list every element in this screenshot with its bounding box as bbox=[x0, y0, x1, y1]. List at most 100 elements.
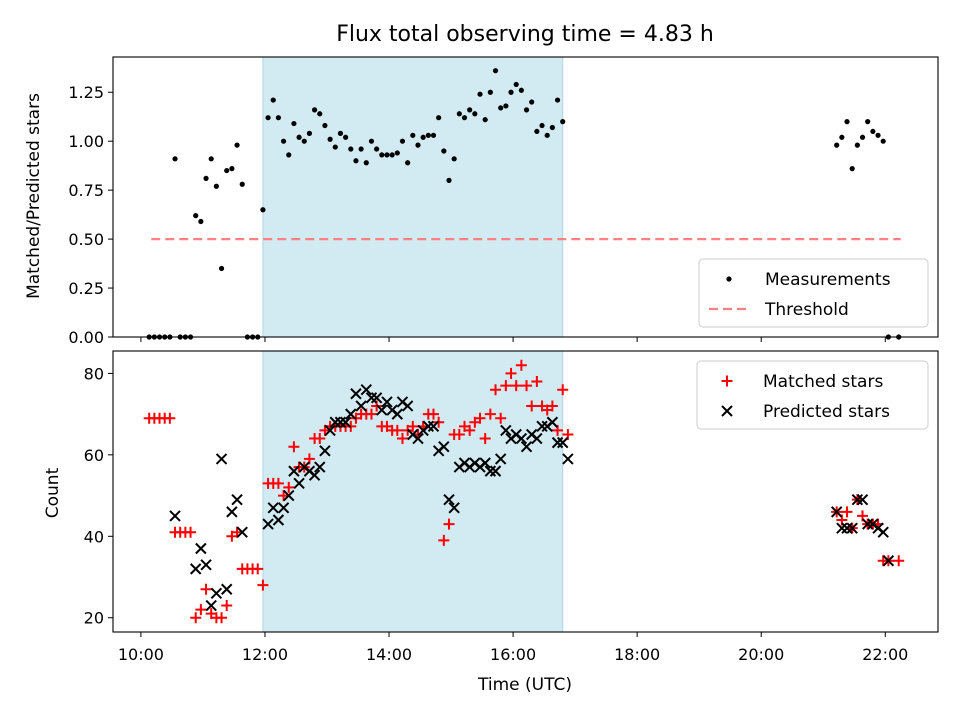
predicted-star-point bbox=[536, 420, 548, 433]
predicted-star-point bbox=[515, 432, 528, 445]
legend-label: Threshold bbox=[764, 300, 849, 320]
predicted-star-point bbox=[401, 400, 414, 412]
measurement-point bbox=[859, 134, 866, 140]
measurement-point bbox=[239, 181, 245, 187]
measurement-point bbox=[523, 107, 530, 113]
predicted-star-point bbox=[841, 522, 853, 534]
measurement-point bbox=[234, 142, 240, 148]
measurement-point bbox=[844, 119, 850, 125]
predicted-star-point bbox=[443, 493, 455, 506]
predicted-star-point bbox=[381, 396, 393, 408]
legend-dot-icon bbox=[726, 276, 732, 282]
measurement-point bbox=[456, 111, 462, 117]
measurement-point bbox=[260, 207, 266, 213]
measurement-point bbox=[554, 97, 561, 103]
matched-star-point bbox=[893, 555, 905, 567]
predicted-star-point bbox=[329, 416, 341, 428]
matched-star-point bbox=[407, 420, 419, 432]
predicted-star-point bbox=[412, 432, 424, 445]
legend-label: Matched stars bbox=[763, 372, 883, 392]
predicted-star-point bbox=[324, 424, 336, 437]
matched-star-point bbox=[216, 612, 228, 624]
legend-label: Measurements bbox=[765, 270, 891, 290]
measurement-point bbox=[415, 142, 421, 148]
bottom-legend: Matched stars Predicted stars bbox=[696, 360, 929, 430]
top-plot-area: 0.00 0.25 0.50 0.75 1.00 1.25 Measurements Thre… bbox=[68, 56, 939, 347]
y-tick-label: 20 bbox=[84, 609, 104, 628]
matched-star-point bbox=[474, 412, 486, 424]
measurement-point bbox=[291, 120, 297, 127]
predicted-star-point bbox=[861, 518, 874, 530]
predicted-star-point bbox=[345, 408, 357, 420]
predicted-star-point bbox=[376, 404, 388, 416]
matched-star-point bbox=[841, 506, 853, 518]
measurement-point bbox=[441, 148, 447, 154]
predicted-star-point bbox=[448, 502, 460, 514]
predicted-star-point bbox=[215, 453, 228, 465]
measurement-point bbox=[275, 115, 282, 121]
measurement-point bbox=[343, 134, 349, 140]
measurement-point bbox=[498, 105, 504, 111]
measurement-point bbox=[854, 142, 860, 148]
measurement-point bbox=[368, 138, 375, 144]
matched-star-point bbox=[190, 612, 202, 624]
matched-star-point bbox=[546, 400, 558, 412]
bottom-shaded-region bbox=[262, 350, 564, 633]
predicted-star-point bbox=[221, 583, 233, 595]
measurement-point bbox=[534, 128, 540, 135]
measurement-point bbox=[280, 138, 287, 144]
matched-star-point bbox=[278, 490, 290, 502]
matched-star-point bbox=[396, 433, 408, 445]
measurement-point bbox=[508, 89, 514, 95]
measurement-point bbox=[317, 111, 323, 117]
predicted-star-point bbox=[557, 436, 569, 449]
predicted-star-point bbox=[500, 424, 512, 437]
predicted-star-point bbox=[836, 522, 848, 534]
measurement-point bbox=[384, 152, 390, 158]
measurement-point bbox=[492, 68, 499, 74]
matched-star-point bbox=[231, 526, 243, 538]
predicted-star-point bbox=[494, 453, 507, 465]
matched-star-point bbox=[526, 400, 538, 412]
predicted-star-point bbox=[370, 392, 383, 404]
measurement-point bbox=[399, 138, 406, 144]
bottom-axes-frame bbox=[112, 350, 939, 633]
matched-star-point bbox=[427, 408, 439, 420]
measurement-point bbox=[208, 156, 214, 162]
matched-star-point bbox=[252, 563, 264, 575]
predicted-star-point bbox=[293, 477, 305, 490]
y-tick-label: 80 bbox=[84, 364, 104, 383]
predicted-star-point bbox=[830, 506, 843, 518]
measurement-point bbox=[394, 150, 400, 156]
predicted-star-point bbox=[531, 432, 543, 445]
predicted-star-point bbox=[267, 502, 279, 514]
predicted-star-point bbox=[314, 461, 326, 473]
measurement-point bbox=[451, 156, 457, 162]
matched-star-point bbox=[164, 412, 176, 424]
measurement-point bbox=[467, 107, 473, 113]
predicted-star-point bbox=[226, 506, 238, 518]
measurement-point bbox=[549, 124, 555, 131]
measurement-point bbox=[487, 89, 493, 95]
top-chart-title: Flux total observing time = 4.83 h bbox=[336, 22, 714, 47]
bottom-plot-area: 20 40 60 80 10:00 12:00 14:00 16:00 18:00 20:00 22… bbox=[84, 350, 939, 664]
predicted-star-point bbox=[205, 599, 217, 612]
predicted-star-point bbox=[562, 453, 574, 465]
measurement-point bbox=[513, 81, 519, 88]
matched-star-point bbox=[288, 441, 300, 453]
matched-star-point bbox=[365, 408, 377, 420]
x-tick-label: 10:00 bbox=[118, 645, 164, 664]
matched-star-point bbox=[531, 376, 543, 388]
matched-star-point bbox=[500, 380, 512, 392]
predicted-star-point bbox=[489, 465, 502, 477]
predicted-star-point bbox=[520, 440, 533, 453]
predicted-star-point bbox=[334, 416, 347, 428]
top-y-axis-label: Matched/Predicted stars bbox=[24, 93, 44, 299]
measurement-point bbox=[849, 166, 855, 172]
legend-label: Predicted stars bbox=[763, 402, 890, 422]
matched-star-point bbox=[521, 380, 533, 392]
predicted-star-point bbox=[851, 493, 864, 506]
measurement-point bbox=[337, 130, 344, 136]
y-tick-label: 60 bbox=[84, 446, 104, 465]
predicted-star-point bbox=[339, 416, 352, 428]
